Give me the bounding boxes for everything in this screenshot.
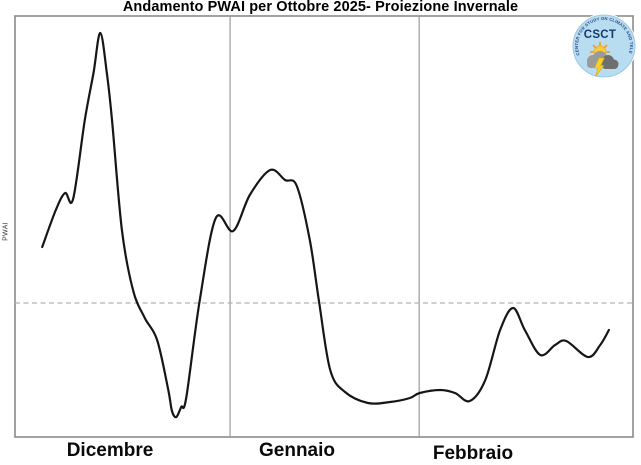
chart-title: Andamento PWAI per Ottobre 2025- Proiezi… xyxy=(122,0,519,15)
month-label-dicembre: Dicembre xyxy=(66,440,154,461)
lightning-icon xyxy=(594,57,605,77)
chart-frame xyxy=(14,15,634,438)
csct-logo: CENTER FOR STUDY ON CLIMATE AND TELECONN… xyxy=(569,11,637,79)
month-label-gennaio: Gennaio xyxy=(258,440,336,461)
month-label-febbraio: Febbraio xyxy=(432,443,514,464)
pwai-curve xyxy=(41,31,610,419)
logo-abbr: CSCT xyxy=(584,29,617,41)
